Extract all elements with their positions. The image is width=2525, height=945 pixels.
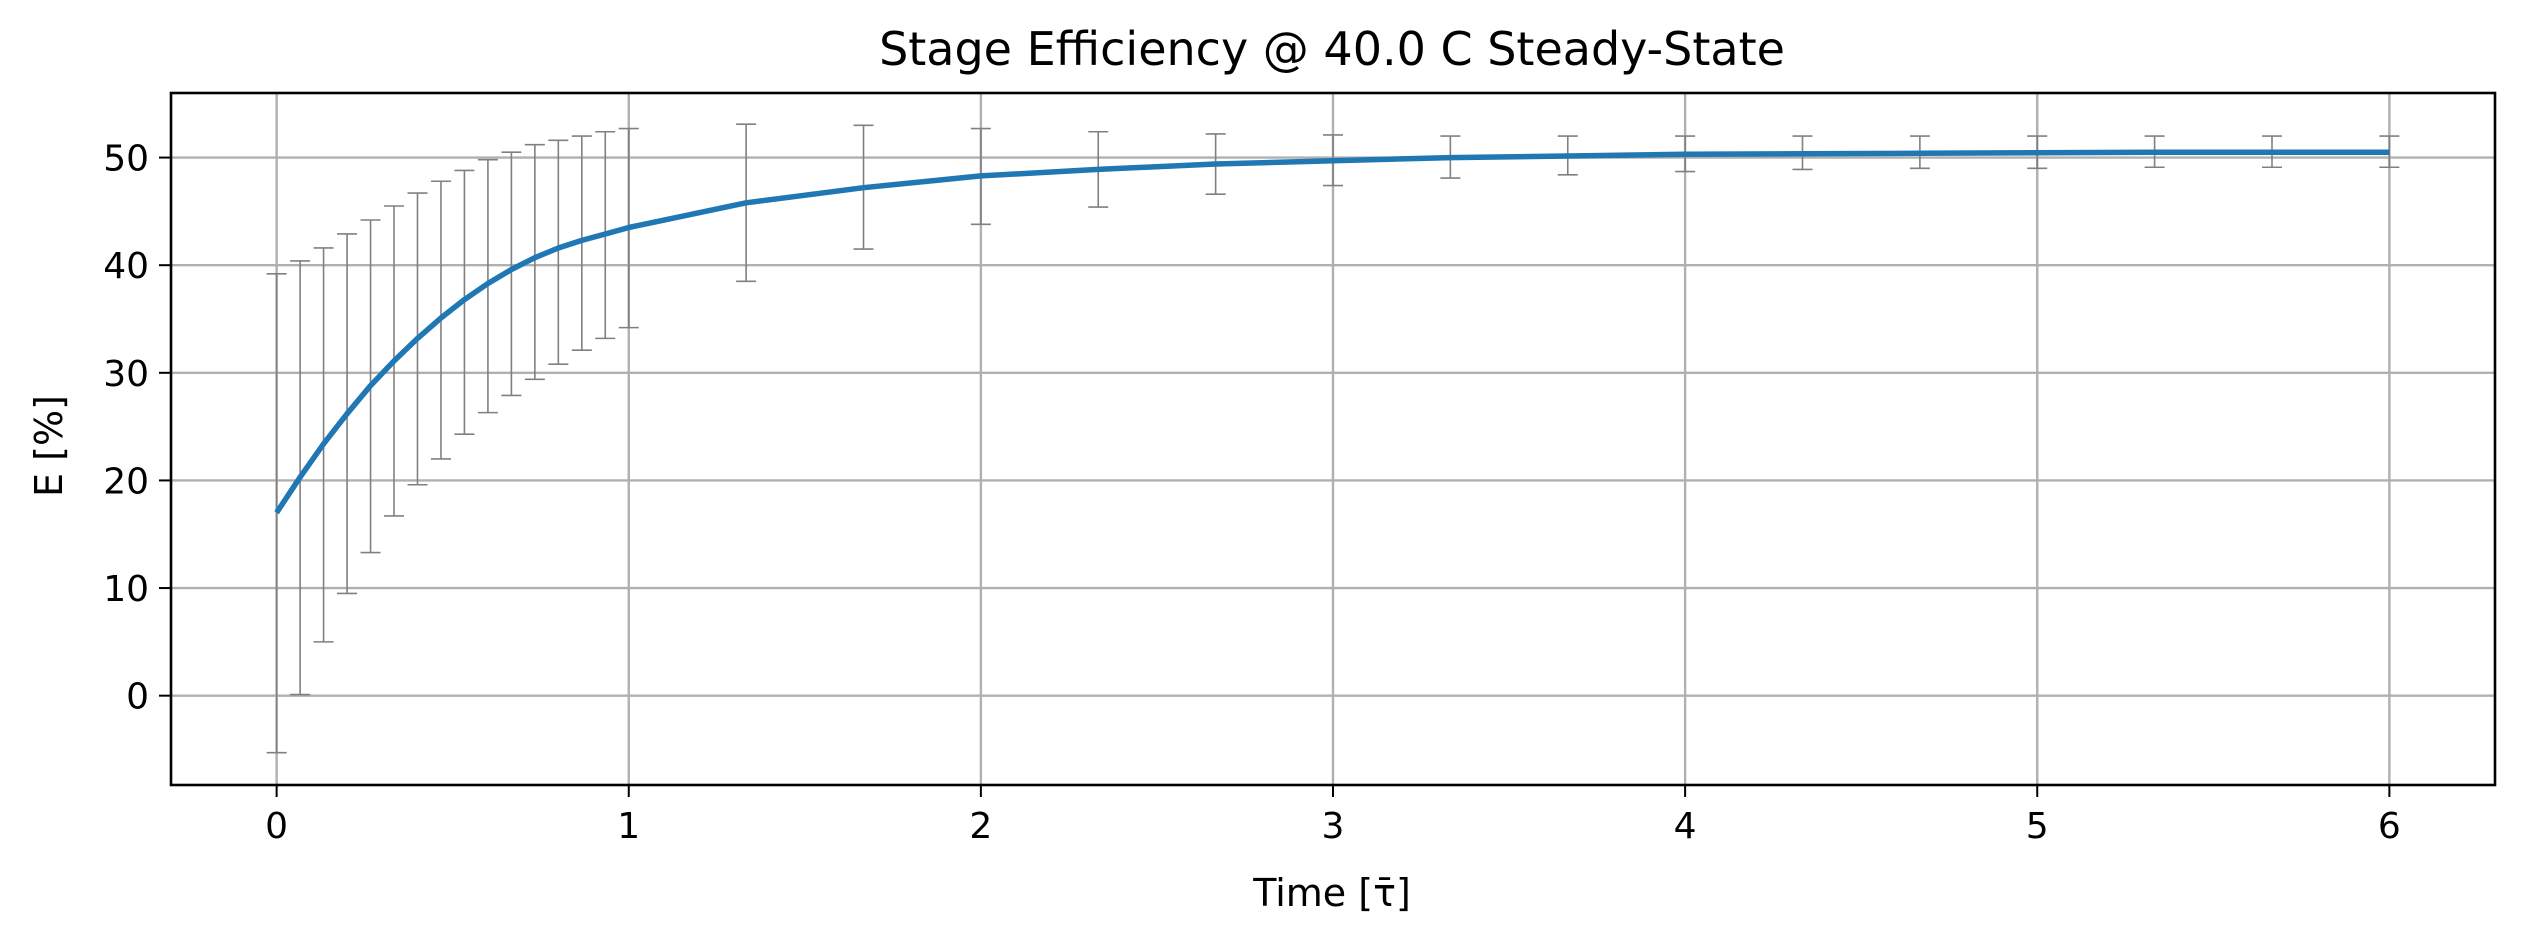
x-tick-label: 0	[265, 806, 288, 847]
grid	[171, 93, 2495, 785]
error-bar	[548, 139, 569, 366]
x-tick-label: 1	[617, 806, 640, 847]
x-axis-label: Time [τ̄]	[1252, 871, 1411, 915]
x-axis-ticks: 0 1 2 3 4 5 6	[265, 785, 2401, 847]
y-tick-label: 30	[103, 354, 149, 395]
error-bar	[266, 273, 287, 754]
y-tick-label: 10	[103, 569, 149, 610]
y-tick-label: 0	[126, 677, 149, 718]
error-bar	[501, 151, 522, 397]
x-tick-label: 5	[2026, 806, 2049, 847]
series-line	[274, 149, 2390, 515]
x-tick-label: 4	[1674, 806, 1697, 847]
x-tick-label: 2	[969, 806, 992, 847]
y-tick-label: 50	[103, 139, 149, 180]
y-tick-label: 40	[103, 246, 149, 287]
error-bar	[524, 143, 545, 381]
chart-title: Stage Efficiency @ 40.0 C Steady-State	[879, 22, 1785, 76]
y-axis-ticks: 0 10 20 30 40 50	[103, 139, 171, 718]
x-tick-label: 6	[2378, 806, 2401, 847]
y-axis-label: E [%]	[27, 395, 71, 497]
y-tick-label: 20	[103, 461, 149, 502]
x-tick-label: 3	[1322, 806, 1345, 847]
